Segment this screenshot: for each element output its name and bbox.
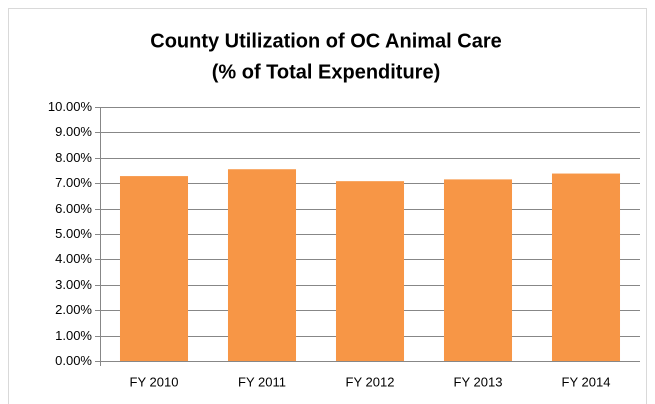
x-tick-label: FY 2014 <box>562 374 611 389</box>
y-tick-label: 3.00% <box>55 277 92 292</box>
y-tick-label: 5.00% <box>55 226 92 241</box>
bar <box>227 169 297 361</box>
y-tick-label: 8.00% <box>55 150 92 165</box>
y-tick-label: 9.00% <box>55 124 92 139</box>
bar <box>443 179 513 361</box>
chart-border <box>8 8 647 404</box>
x-tick-label: FY 2010 <box>130 374 179 389</box>
bar <box>335 181 405 361</box>
chart-title: County Utilization of OC Animal Care <box>150 30 502 52</box>
y-tick-label: 1.00% <box>55 328 92 343</box>
x-tick-label: FY 2011 <box>238 374 286 389</box>
y-tick-label: 10.00% <box>48 99 93 114</box>
x-tick-label: FY 2013 <box>454 374 503 389</box>
bar <box>551 173 621 361</box>
y-tick-label: 7.00% <box>55 175 92 190</box>
bar <box>119 176 189 361</box>
y-tick-label: 2.00% <box>55 302 92 317</box>
y-tick-label: 4.00% <box>55 251 92 266</box>
x-tick-label: FY 2012 <box>346 374 395 389</box>
chart-subtitle: (% of Total Expenditure) <box>212 61 441 83</box>
y-tick-label: 6.00% <box>55 201 92 216</box>
y-tick-label: 0.00% <box>55 353 92 368</box>
